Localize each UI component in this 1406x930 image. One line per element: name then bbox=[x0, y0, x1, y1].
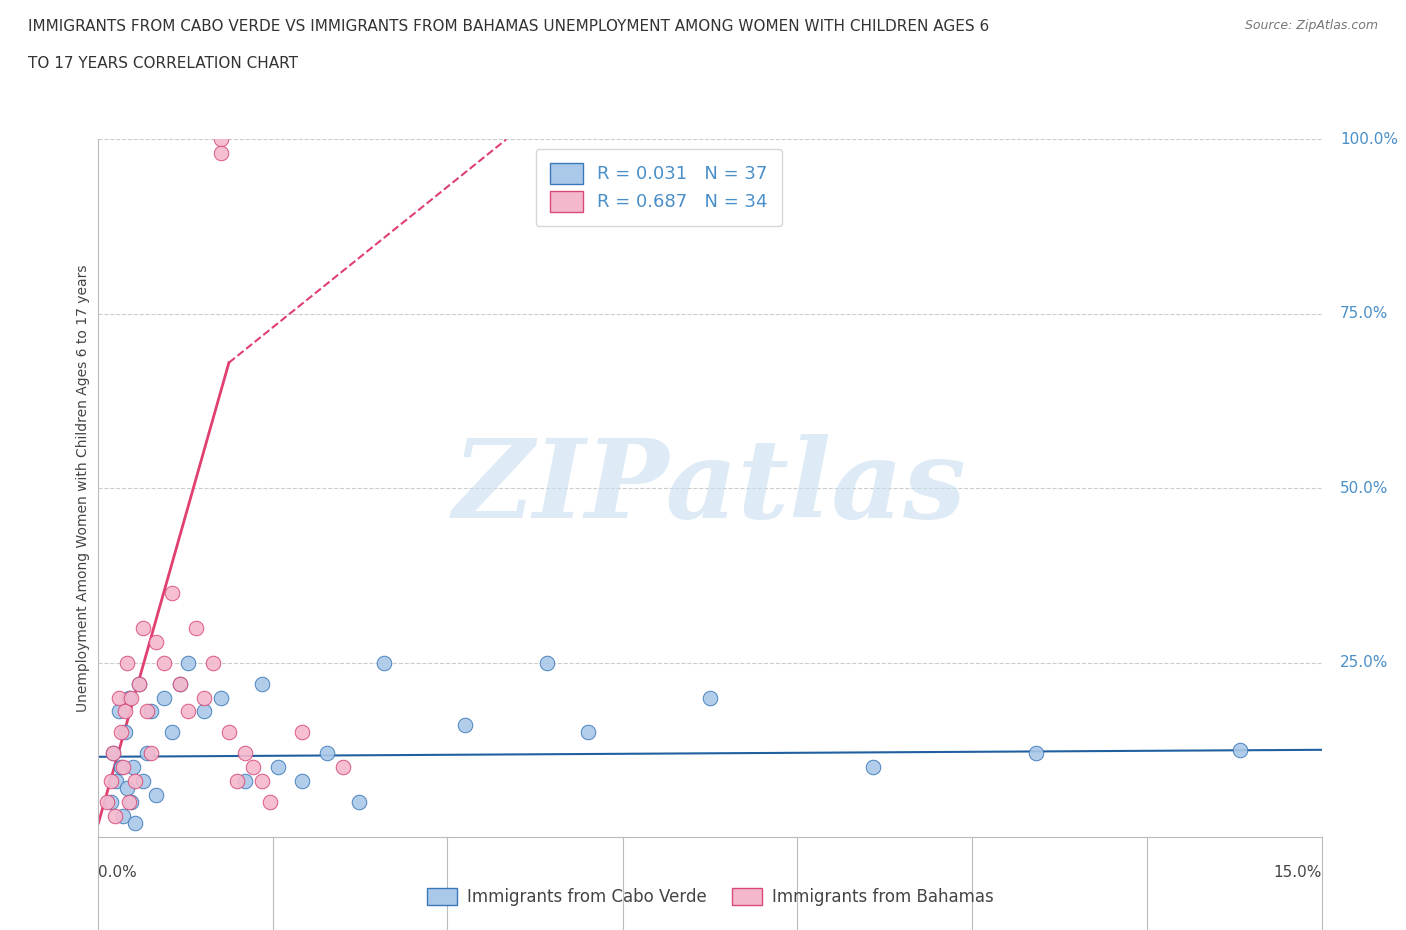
Point bbox=[209, 132, 232, 147]
Point bbox=[111, 809, 134, 824]
Point bbox=[349, 794, 371, 809]
Point bbox=[100, 774, 122, 789]
Point bbox=[124, 774, 146, 789]
Text: 15.0%: 15.0% bbox=[1274, 865, 1322, 880]
Point bbox=[291, 774, 314, 789]
Point bbox=[96, 794, 118, 809]
Point bbox=[169, 676, 191, 691]
Point bbox=[177, 704, 200, 719]
Point bbox=[1025, 746, 1047, 761]
Point bbox=[1229, 742, 1251, 757]
Text: ZIPatlas: ZIPatlas bbox=[453, 434, 967, 542]
Point bbox=[145, 788, 167, 803]
Point bbox=[108, 690, 131, 705]
Point bbox=[160, 586, 183, 601]
Text: 0.0%: 0.0% bbox=[98, 865, 138, 880]
Point bbox=[193, 704, 215, 719]
Text: 25.0%: 25.0% bbox=[1340, 655, 1388, 671]
Point bbox=[862, 760, 884, 775]
Point bbox=[115, 655, 138, 670]
Point bbox=[315, 746, 337, 761]
Point bbox=[250, 676, 273, 691]
Point bbox=[132, 620, 155, 635]
Point bbox=[233, 774, 256, 789]
Legend: Immigrants from Cabo Verde, Immigrants from Bahamas: Immigrants from Cabo Verde, Immigrants f… bbox=[420, 881, 1000, 912]
Point bbox=[218, 725, 240, 740]
Point bbox=[101, 746, 124, 761]
Point bbox=[152, 690, 174, 705]
Point bbox=[576, 725, 599, 740]
Point bbox=[145, 634, 167, 649]
Point bbox=[373, 655, 395, 670]
Point bbox=[121, 760, 143, 775]
Point bbox=[128, 676, 150, 691]
Point bbox=[105, 774, 128, 789]
Text: 75.0%: 75.0% bbox=[1340, 306, 1388, 322]
Point bbox=[193, 690, 215, 705]
Point bbox=[108, 704, 131, 719]
Point bbox=[259, 794, 281, 809]
Point bbox=[136, 704, 159, 719]
Point bbox=[186, 620, 208, 635]
Point bbox=[124, 816, 146, 830]
Point bbox=[267, 760, 290, 775]
Point bbox=[242, 760, 264, 775]
Point bbox=[226, 774, 249, 789]
Point bbox=[136, 746, 159, 761]
Point bbox=[141, 704, 163, 719]
Text: Source: ZipAtlas.com: Source: ZipAtlas.com bbox=[1244, 19, 1378, 32]
Text: TO 17 YEARS CORRELATION CHART: TO 17 YEARS CORRELATION CHART bbox=[28, 56, 298, 71]
Point bbox=[332, 760, 354, 775]
Point bbox=[132, 774, 155, 789]
Point bbox=[115, 781, 138, 796]
Point bbox=[114, 704, 136, 719]
Point bbox=[169, 676, 191, 691]
Point bbox=[209, 690, 232, 705]
Y-axis label: Unemployment Among Women with Children Ages 6 to 17 years: Unemployment Among Women with Children A… bbox=[76, 264, 90, 712]
Point bbox=[209, 146, 232, 161]
Point bbox=[201, 655, 224, 670]
Point bbox=[233, 746, 256, 761]
Point bbox=[120, 690, 142, 705]
Point bbox=[291, 725, 314, 740]
Point bbox=[160, 725, 183, 740]
Point bbox=[118, 794, 141, 809]
Point bbox=[536, 655, 558, 670]
Point bbox=[177, 655, 200, 670]
Point bbox=[250, 774, 273, 789]
Point bbox=[141, 746, 163, 761]
Point bbox=[100, 794, 122, 809]
Point bbox=[454, 718, 477, 733]
Point bbox=[111, 760, 134, 775]
Point bbox=[104, 809, 127, 824]
Point bbox=[110, 760, 132, 775]
Point bbox=[114, 725, 136, 740]
Point bbox=[152, 655, 174, 670]
Text: IMMIGRANTS FROM CABO VERDE VS IMMIGRANTS FROM BAHAMAS UNEMPLOYMENT AMONG WOMEN W: IMMIGRANTS FROM CABO VERDE VS IMMIGRANTS… bbox=[28, 19, 990, 33]
Point bbox=[699, 690, 721, 705]
Point bbox=[118, 690, 141, 705]
Point bbox=[128, 676, 150, 691]
Text: 50.0%: 50.0% bbox=[1340, 481, 1388, 496]
Point bbox=[120, 794, 142, 809]
Text: 100.0%: 100.0% bbox=[1340, 132, 1398, 147]
Point bbox=[110, 725, 132, 740]
Point bbox=[101, 746, 124, 761]
